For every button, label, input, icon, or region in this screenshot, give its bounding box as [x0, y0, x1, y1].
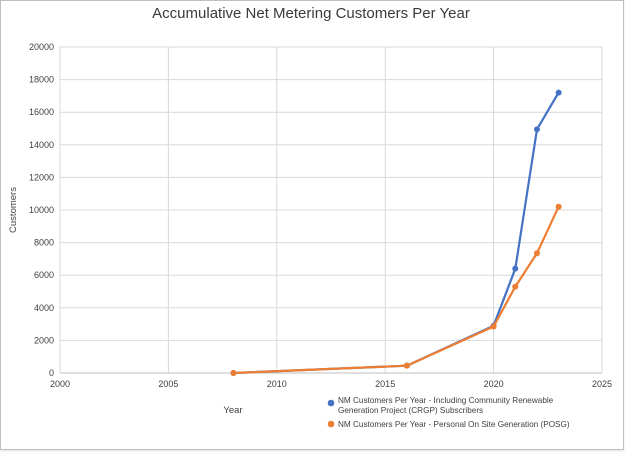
legend-item-2: NM Customers Per Year - Personal On Site… — [327, 420, 570, 429]
legend: NM Customers Per Year - Including Commun… — [327, 396, 570, 429]
y-tick-label: 4000 — [34, 303, 54, 313]
x-tick-label: 2015 — [375, 379, 395, 389]
y-tick-label: 6000 — [34, 270, 54, 280]
y-tick-label: 2000 — [34, 335, 54, 345]
series-line — [233, 92, 560, 375]
legend-label: NM Customers Per Year - Including Commun… — [338, 396, 554, 405]
legend-marker — [327, 420, 335, 428]
y-tick-label: 18000 — [29, 75, 54, 85]
data-point — [555, 89, 562, 96]
y-tick-label: 0 — [49, 368, 54, 378]
data-point — [403, 362, 410, 369]
x-tick-label: 2000 — [50, 379, 70, 389]
x-tick-label: 2025 — [592, 379, 612, 389]
y-tick-label: 8000 — [34, 238, 54, 248]
series-line — [233, 206, 560, 375]
x-tick-label: 2005 — [158, 379, 178, 389]
y-tick-label: 20000 — [29, 42, 54, 52]
x-tick-label: 2010 — [267, 379, 287, 389]
data-point — [512, 283, 519, 290]
series-1 — [230, 89, 562, 376]
legend-marker — [327, 399, 335, 407]
series-2 — [230, 203, 562, 376]
y-tick-label: 12000 — [29, 172, 54, 182]
y-tick-label: 16000 — [29, 107, 54, 117]
y-axis-title: Customers — [8, 187, 19, 233]
data-point — [555, 203, 562, 210]
legend-label: Generation Project (CRGP) Subscribers — [338, 406, 483, 415]
legend-label: NM Customers Per Year - Personal On Site… — [338, 420, 570, 429]
y-tick-label: 14000 — [29, 140, 54, 150]
tick-labels: 0200040006000800010000120001400016000180… — [29, 42, 612, 389]
data-point — [512, 265, 519, 272]
data-point — [533, 126, 540, 133]
legend-item-1: NM Customers Per Year - Including Commun… — [327, 396, 554, 415]
chart-title: Accumulative Net Metering Customers Per … — [152, 5, 470, 22]
data-point — [533, 250, 540, 257]
data-point — [230, 370, 237, 376]
y-tick-label: 10000 — [29, 205, 54, 215]
data-point — [490, 323, 497, 330]
x-tick-label: 2020 — [484, 379, 504, 389]
grid-lines — [59, 46, 603, 373]
data-series — [230, 89, 562, 376]
x-axis-title: Year — [223, 405, 242, 416]
